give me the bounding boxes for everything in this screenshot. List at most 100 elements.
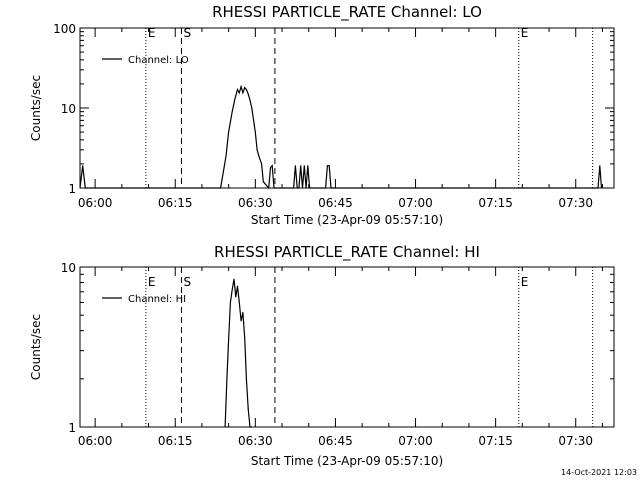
chart-title: RHESSI PARTICLE_RATE Channel: HI (214, 243, 480, 262)
data-point (270, 167, 271, 169)
data-point (302, 187, 303, 189)
legend-label: Channel: LO (128, 55, 189, 66)
x-axis-label: Start Time (23-Apr-09 05:57:10) (251, 213, 443, 227)
y-tick-label: 10 (61, 102, 76, 116)
data-point (249, 426, 251, 428)
x-tick-label: 06:45 (318, 196, 353, 210)
data-point (228, 339, 230, 341)
data-point (258, 155, 260, 157)
data-point (79, 187, 81, 189)
data-point (303, 165, 305, 167)
x-tick-label: 06:30 (238, 196, 273, 210)
data-point (240, 86, 242, 88)
data-point (220, 187, 222, 189)
marker-label: S (183, 26, 191, 40)
data-point (599, 165, 601, 167)
marker-label: S (183, 275, 191, 289)
timestamp-footer: 14-Oct-2021 12:03 (561, 468, 637, 477)
data-point (271, 165, 273, 167)
chart-panel-1: RHESSI PARTICLE_RATE Channel: HI Counts/s… (29, 243, 615, 468)
data-point (90, 187, 92, 189)
x-tick-label: 07:00 (398, 434, 433, 448)
y-tick-label: 10 (61, 261, 76, 275)
data-point (253, 119, 255, 121)
y-axis-label: Counts/sec (29, 314, 43, 380)
marker-label: E (521, 26, 529, 40)
x-tick-label: 06:00 (78, 434, 113, 448)
data-point (231, 111, 233, 113)
data-point (247, 408, 249, 410)
data-point (307, 165, 309, 167)
y-axis-label: Counts/sec (29, 75, 43, 141)
data-point (310, 187, 312, 189)
data-point (247, 93, 249, 95)
series-line (79, 84, 603, 190)
data-point (238, 92, 240, 94)
x-tick-label: 07:15 (478, 196, 513, 210)
data-point (256, 149, 258, 151)
plot-frame (79, 27, 615, 189)
data-point (251, 107, 253, 109)
x-tick-label: 06:30 (238, 434, 273, 448)
data-point (325, 187, 327, 189)
data-point (231, 289, 233, 291)
data-point (87, 187, 89, 189)
legend-label: Channel: HI (128, 294, 186, 305)
data-point (332, 187, 334, 189)
data-point (296, 187, 298, 189)
data-point (294, 165, 296, 167)
data-point (298, 187, 300, 189)
data-point (261, 163, 263, 165)
data-point (601, 187, 602, 189)
marker-label: E (521, 275, 529, 289)
legend: Channel: HI (102, 294, 186, 305)
data-point (228, 131, 230, 133)
x-tick-label: 06:15 (158, 196, 193, 210)
data-point (240, 320, 242, 322)
data-point (254, 131, 256, 133)
data-point (229, 302, 231, 303)
y-tick-label: 1 (68, 421, 76, 435)
data-point (235, 296, 237, 298)
plot-frame (79, 266, 615, 428)
data-point (262, 181, 264, 183)
x-tick-label: 07:00 (398, 196, 433, 210)
x-tick-label: 06:00 (78, 196, 113, 210)
data-point (293, 187, 295, 189)
data-point (84, 187, 86, 189)
data-point (244, 337, 246, 339)
data-point (224, 426, 226, 428)
data-point (268, 187, 270, 189)
data-point (242, 311, 244, 313)
data-point (328, 165, 330, 167)
data-point (237, 285, 238, 287)
data-point (82, 165, 84, 167)
data-point (238, 302, 240, 303)
marker-label: E (148, 26, 156, 40)
chart-panel-0: RHESSI PARTICLE_RATE Channel: LO Counts/s… (29, 3, 615, 227)
legend: Channel: LO (102, 55, 189, 66)
x-axis-label: Start Time (23-Apr-09 05:57:10) (251, 454, 443, 468)
data-point (597, 187, 599, 189)
data-point (233, 278, 235, 280)
data-point (312, 187, 314, 189)
data-point (245, 89, 247, 91)
data-point (234, 98, 236, 100)
data-point (309, 187, 311, 189)
x-tick-label: 07:30 (558, 434, 593, 448)
chart-title: RHESSI PARTICLE_RATE Channel: LO (212, 3, 482, 22)
y-tick-label: 1 (68, 182, 76, 196)
data-point (330, 187, 332, 189)
data-point (225, 155, 227, 157)
data-point (249, 99, 251, 101)
data-point (273, 187, 275, 189)
x-tick-label: 07:15 (478, 434, 513, 448)
marker-label: E (148, 275, 156, 289)
data-point (300, 165, 302, 167)
data-point (305, 187, 307, 189)
data-point (237, 89, 238, 91)
data-point (245, 378, 247, 380)
y-tick-label: 100 (53, 22, 76, 36)
x-tick-label: 07:30 (558, 196, 593, 210)
